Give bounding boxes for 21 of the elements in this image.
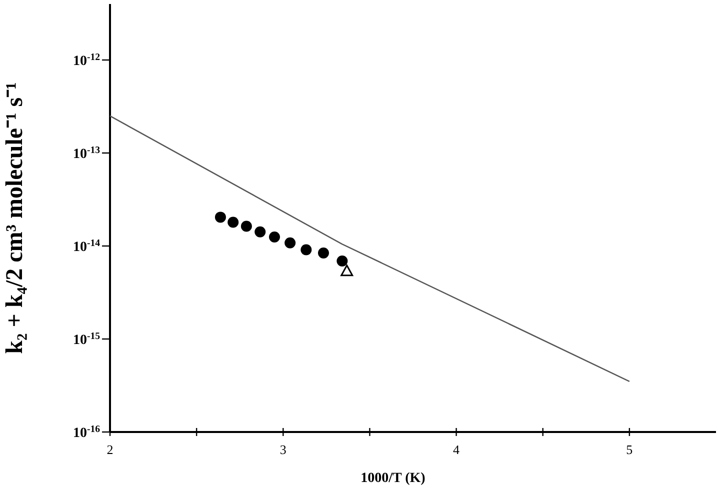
y-tick-label: 10$^{-14}$ xyxy=(72,237,100,255)
point xyxy=(240,220,252,232)
x-tick-label: 4 xyxy=(453,442,460,457)
point xyxy=(284,237,296,248)
point xyxy=(254,226,266,238)
y-tick-label: 10$^{-16}$ xyxy=(72,424,100,441)
point xyxy=(340,264,354,276)
y-tick-label: 10$^{-12}$ xyxy=(72,51,100,69)
x-tick-label: 3 xyxy=(280,442,286,457)
y-axis-title: k₂ + k₄/2 cm³ molecule⁻¹ s⁻¹ xyxy=(2,82,28,354)
point xyxy=(336,255,348,266)
point xyxy=(214,212,226,223)
point xyxy=(228,216,239,228)
y-tick-label: 10$^{-13}$ xyxy=(72,144,100,162)
point xyxy=(300,244,312,256)
y-tick-label: 10$^{-15}$ xyxy=(72,330,100,348)
point xyxy=(268,231,280,242)
x-tick-label: 5 xyxy=(626,442,633,457)
x-axis-title: 1000/T (K) xyxy=(360,471,426,486)
x-tick-label: 2 xyxy=(106,442,114,457)
point xyxy=(318,248,329,259)
